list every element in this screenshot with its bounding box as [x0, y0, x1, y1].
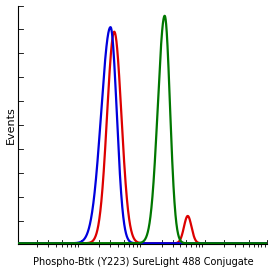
Y-axis label: Events: Events: [5, 106, 16, 144]
X-axis label: Phospho-Btk (Y223) SureLight 488 Conjugate: Phospho-Btk (Y223) SureLight 488 Conjuga…: [32, 257, 253, 268]
